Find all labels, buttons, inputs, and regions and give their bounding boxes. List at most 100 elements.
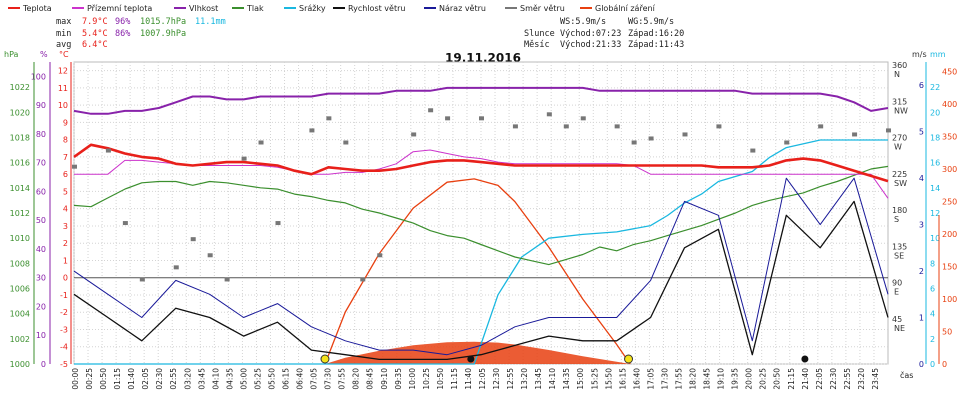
dir-tick-label: S — [894, 215, 899, 224]
info-sun-label: Slunce — [524, 29, 555, 39]
mm-tick: 4 — [930, 310, 935, 319]
wind-dir-point — [631, 140, 637, 145]
info-moon-label: Měsíc — [524, 40, 550, 50]
x-tick-label: 05:25 — [253, 368, 262, 390]
x-tick-label: 01:15 — [113, 368, 122, 390]
hpa-tick: 1016 — [10, 159, 30, 168]
temp-tick: 2 — [63, 239, 68, 248]
pct-tick: 0 — [41, 360, 46, 369]
temp-tick: 10 — [58, 101, 68, 110]
temp-tick: 5 — [63, 187, 68, 196]
temp-tick: -4 — [60, 343, 68, 352]
axes: 1000100210041006100810101012101410161018… — [10, 61, 958, 390]
x-tick-label: 07:55 — [338, 368, 347, 390]
info-block: WS:5.9m/s WG:5.9m/s Slunce Východ:07:23 … — [524, 17, 684, 50]
hpa-tick: 1004 — [10, 310, 30, 319]
temp-tick: 9 — [63, 118, 68, 127]
stats-max-rain: 11.1mm — [195, 17, 226, 27]
ms-tick: 0 — [919, 360, 924, 369]
wind-dir-point — [411, 132, 417, 137]
x-tick-label: 15:25 — [590, 368, 599, 390]
wind-dir-point — [122, 221, 128, 226]
dir-tick-value: 270 — [892, 134, 907, 143]
mm-tick: 6 — [930, 285, 935, 294]
chart-title: 19.11.2016 — [445, 51, 521, 65]
info-ws: WS:5.9m/s — [560, 17, 606, 27]
legend-label: Vlhkost — [189, 4, 218, 13]
x-tick-label: 21:15 — [787, 368, 796, 390]
wind-dir-point — [818, 124, 824, 129]
dir-tick-value: 360 — [892, 61, 907, 70]
pct-tick: 30 — [36, 274, 46, 283]
rad-tick: 300 — [942, 165, 957, 174]
dir-tick-value: 135 — [892, 242, 907, 251]
stats-max-temp: 7.9°C — [82, 17, 108, 27]
x-tick-label: 09:35 — [394, 368, 403, 390]
plot-area — [72, 86, 891, 365]
temp-tick: 1 — [63, 256, 68, 265]
x-tick-label: 15:50 — [604, 368, 613, 390]
x-tick-label: 17:30 — [660, 368, 669, 390]
x-tick-label: 13:20 — [520, 368, 529, 390]
dir-tick-value: 45 — [892, 315, 902, 324]
dir-tick-label: E — [894, 288, 899, 297]
ms-tick: 1 — [919, 314, 924, 323]
x-tick-label: 10:25 — [422, 368, 431, 390]
x-tick-label: 02:05 — [141, 368, 150, 390]
temp-tick: 8 — [63, 136, 68, 145]
temp-tick: 3 — [63, 222, 68, 231]
humidity-line — [73, 86, 889, 115]
x-tick-label: 15:00 — [576, 368, 585, 390]
hpa-tick: 1020 — [10, 108, 30, 117]
moonrise-marker — [801, 355, 809, 363]
rad-tick: 450 — [942, 68, 957, 77]
x-tick-label: 20:25 — [759, 368, 768, 390]
wind-dir-point — [326, 116, 332, 121]
dir-tick-value: 225 — [892, 170, 907, 179]
x-tick-label: 20:50 — [773, 368, 782, 390]
wind-dir-point — [580, 116, 586, 121]
legend-label: Náraz větru — [439, 4, 486, 13]
moonset-marker — [467, 355, 475, 363]
hpa-tick: 1002 — [10, 335, 30, 344]
gust-line — [73, 177, 889, 356]
ground-temp-line — [74, 149, 889, 199]
temp-tick: -1 — [60, 291, 68, 300]
x-tick-label: 00:50 — [99, 368, 108, 390]
dir-tick-label: W — [894, 143, 902, 152]
rad-tick: 250 — [942, 198, 957, 207]
legend-swatch — [505, 7, 517, 9]
ms-tick: 4 — [919, 174, 924, 183]
wind-dir-point — [784, 140, 790, 145]
legend-label: Srážky — [299, 4, 326, 13]
legend-swatch — [333, 7, 345, 9]
legend-swatch — [8, 7, 20, 9]
wind-dir-point — [105, 148, 111, 153]
temp-tick: -2 — [60, 308, 68, 317]
wind-dir-point — [546, 112, 552, 117]
dir-tick-label: NE — [894, 324, 905, 333]
pct-tick: 80 — [36, 130, 46, 139]
mm-tick: 10 — [930, 234, 940, 243]
wind-dir-point — [445, 116, 451, 121]
sunrise-marker — [320, 354, 330, 364]
x-tick-label: 16:15 — [618, 368, 627, 390]
stats-min-press: 1007.9hPa — [140, 29, 186, 39]
legend-swatch — [174, 7, 186, 9]
x-tick-label: 09:10 — [380, 368, 389, 390]
wind-dir-point — [72, 164, 77, 169]
wind-dir-point — [343, 140, 349, 145]
mm-tick: 20 — [930, 108, 940, 117]
hpa-tick: 1022 — [10, 83, 30, 92]
x-tick-label: 02:30 — [155, 368, 164, 390]
dir-tick-value: 315 — [892, 97, 907, 106]
legend-label: Globální záření — [595, 4, 656, 13]
x-tick-label: 22:05 — [815, 368, 824, 390]
wind-dir-point — [563, 124, 569, 129]
hpa-tick: 1012 — [10, 209, 30, 218]
hpa-tick: 1008 — [10, 259, 30, 268]
stats-min-hum: 86% — [115, 29, 130, 39]
mm-tick: 18 — [930, 134, 940, 143]
hpa-tick: 1014 — [10, 184, 30, 193]
dir-tick-value: 90 — [892, 279, 902, 288]
